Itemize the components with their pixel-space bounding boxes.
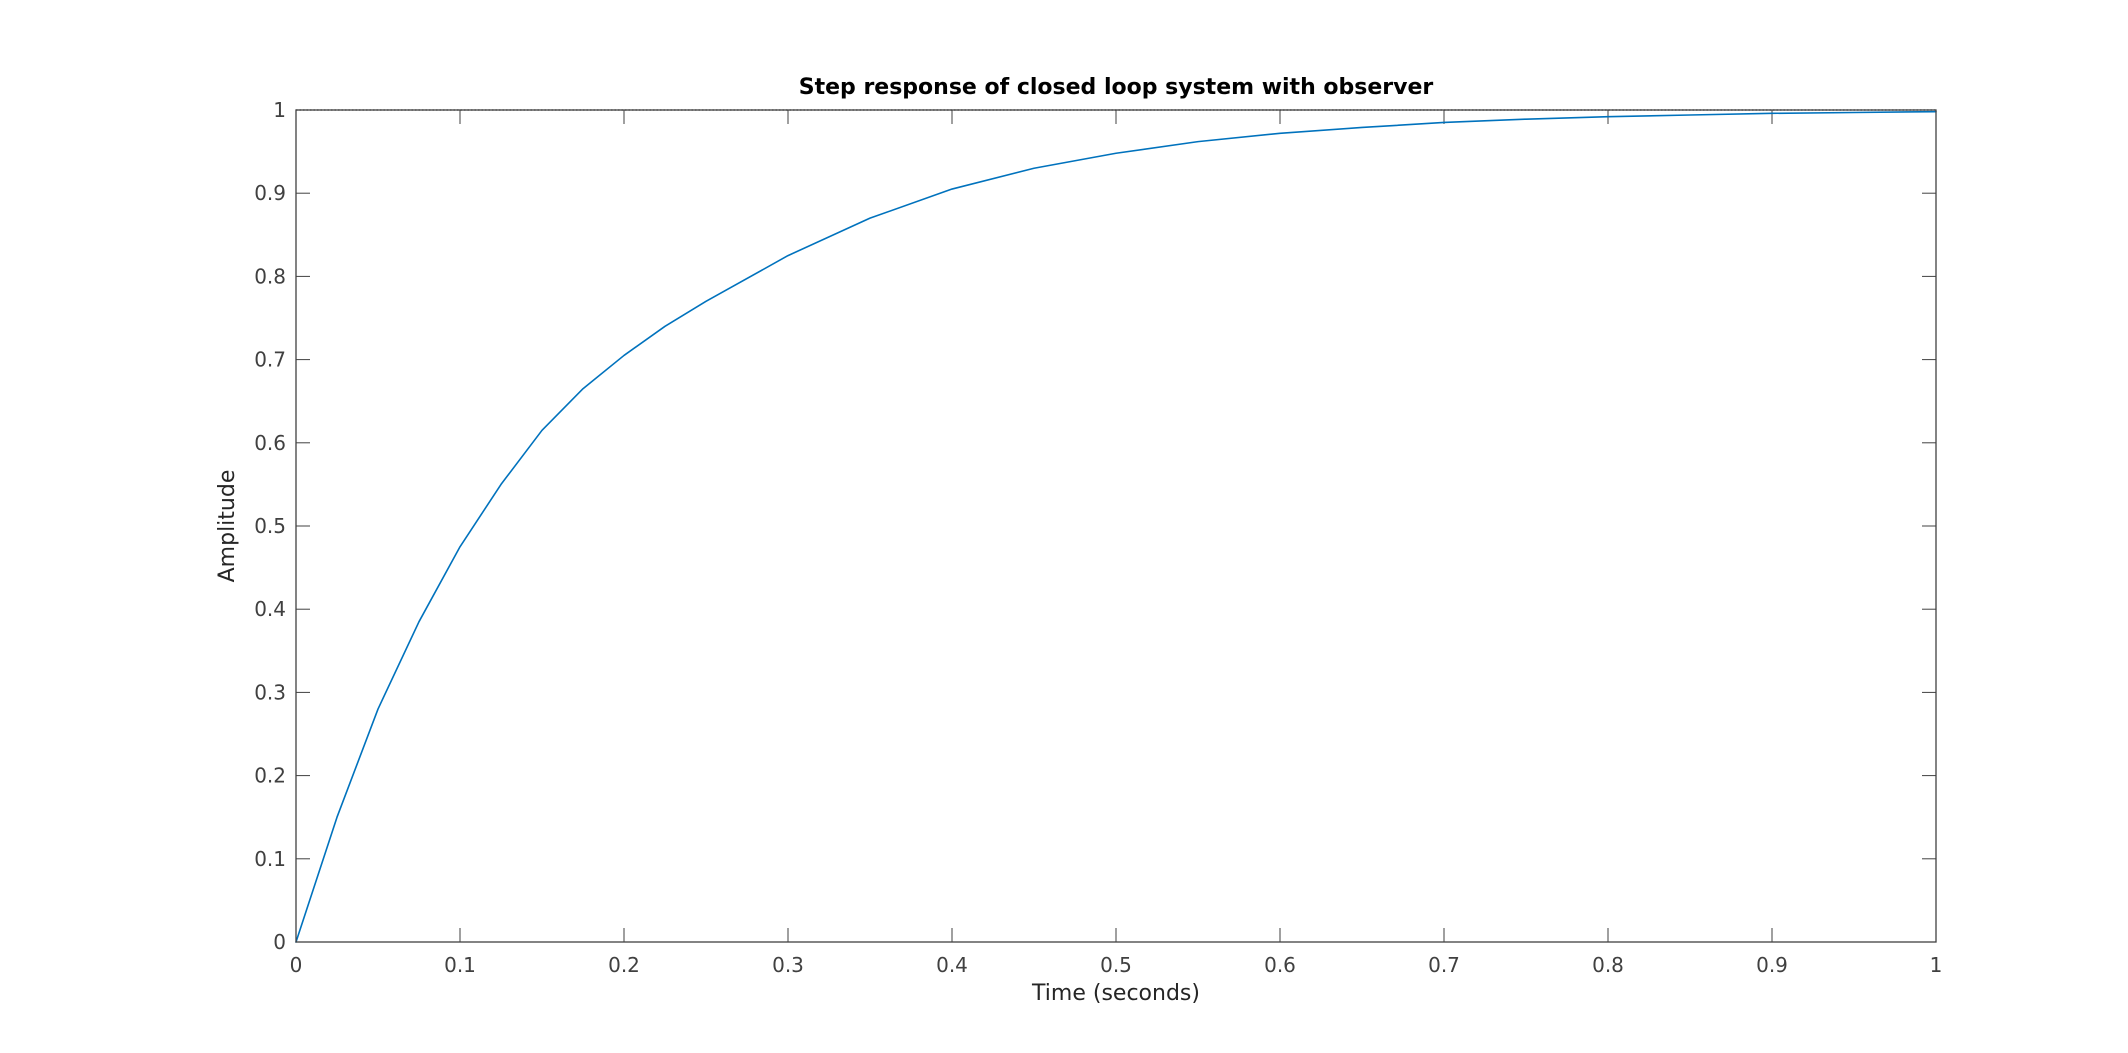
x-tick-label: 1 <box>1930 953 1943 977</box>
plot-area <box>296 110 1936 942</box>
x-tick-label: 0 <box>290 953 303 977</box>
y-axis-label: Amplitude <box>215 470 240 583</box>
y-tick-label: 0.6 <box>254 431 286 455</box>
y-tick-label: 1 <box>273 98 286 122</box>
y-tick-label: 0 <box>273 930 286 954</box>
y-tick-label: 0.7 <box>254 348 286 372</box>
y-tick-label: 0.3 <box>254 680 286 704</box>
frame-layer <box>295 109 1937 943</box>
y-tick-label: 0.2 <box>254 764 286 788</box>
x-tick-label: 0.7 <box>1428 953 1460 977</box>
x-tick-label: 0.9 <box>1756 953 1788 977</box>
y-tick-label: 0.5 <box>254 514 286 538</box>
x-tick-label: 0.5 <box>1100 953 1132 977</box>
y-tick-label: 0.1 <box>254 847 286 871</box>
x-tick-label: 0.1 <box>444 953 476 977</box>
ticks-layer: 0 0.1 0.2 0.3 0.4 0.5 0.6 0.7 0.8 0.9 1 0 0.1 0.2 0.3 0… <box>254 98 1942 977</box>
axes-box <box>296 110 1936 942</box>
x-tick-label: 0.4 <box>936 953 968 977</box>
x-tick-label: 0.3 <box>772 953 804 977</box>
x-axis-label: Time (seconds) <box>1031 981 1200 1006</box>
x-tick-label: 0.6 <box>1264 953 1296 977</box>
y-tick-label: 0.8 <box>254 264 286 288</box>
x-tick-label: 0.2 <box>608 953 640 977</box>
labels-layer: Step response of closed loop system with… <box>215 75 1433 1006</box>
step-response-line <box>295 110 1937 943</box>
y-tick-label: 0.9 <box>254 181 286 205</box>
y-tick-label: 0.4 <box>254 597 286 621</box>
chart-title: Step response of closed loop system with… <box>799 75 1434 100</box>
x-tick-label: 0.8 <box>1592 953 1624 977</box>
axes-frame <box>295 109 1937 943</box>
